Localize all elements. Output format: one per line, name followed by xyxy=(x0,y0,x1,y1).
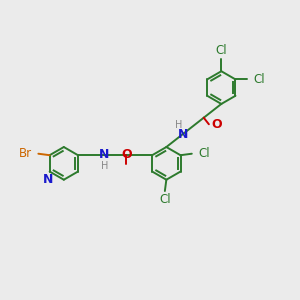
Text: H: H xyxy=(101,161,108,171)
Text: O: O xyxy=(211,118,222,131)
Text: N: N xyxy=(43,173,53,186)
Text: H: H xyxy=(175,120,183,130)
Text: N: N xyxy=(178,128,188,141)
Text: Cl: Cl xyxy=(198,147,210,160)
Text: Cl: Cl xyxy=(215,44,227,57)
Text: Cl: Cl xyxy=(253,73,265,86)
Text: Cl: Cl xyxy=(159,194,171,206)
Text: Br: Br xyxy=(19,147,32,160)
Text: N: N xyxy=(99,148,109,161)
Text: O: O xyxy=(121,148,131,161)
